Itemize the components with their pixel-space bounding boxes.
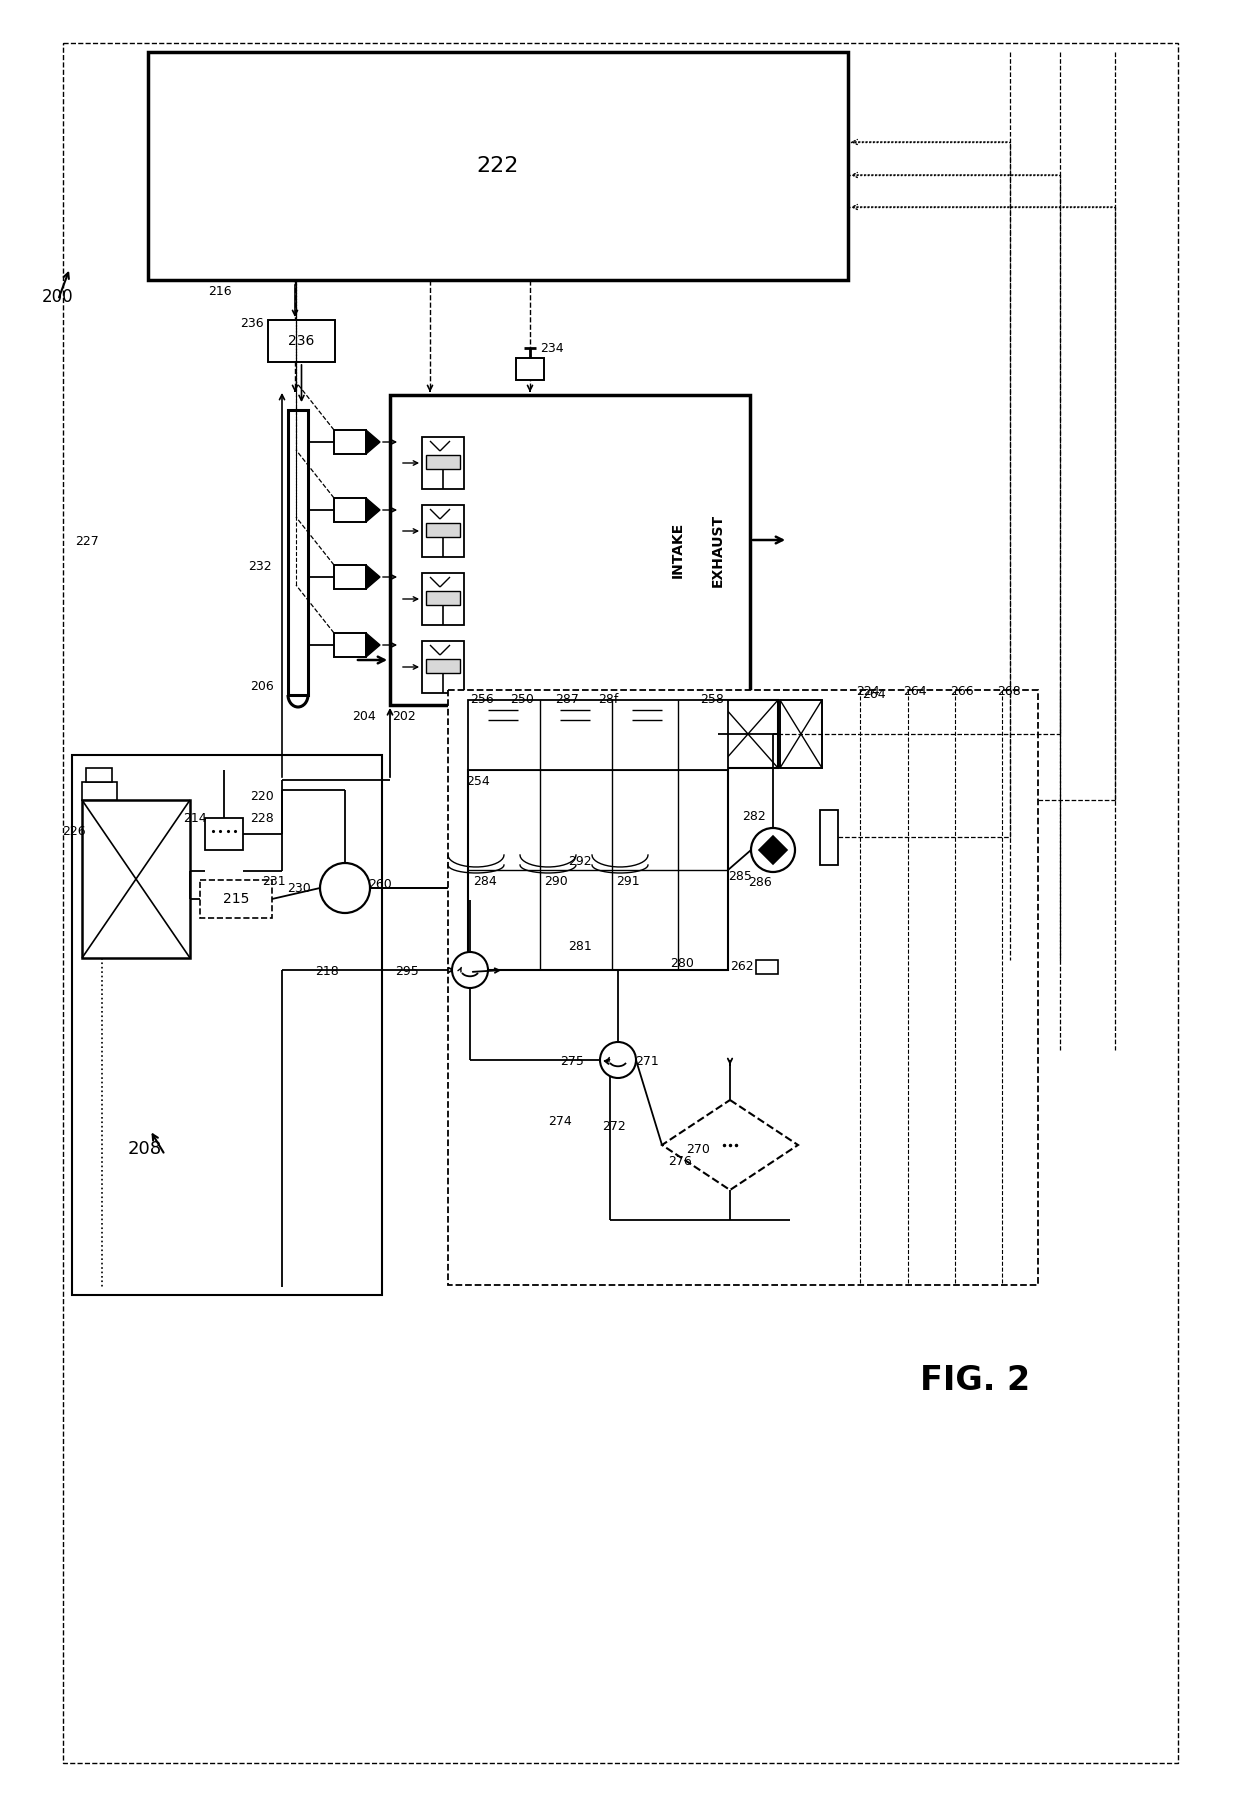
Polygon shape [662, 1099, 799, 1190]
Polygon shape [759, 836, 787, 865]
Bar [448, 690, 1038, 1285]
Text: 256: 256 [470, 692, 494, 707]
Text: 254: 254 [466, 776, 490, 789]
Bar [467, 770, 728, 970]
Text: 208: 208 [128, 1139, 162, 1157]
Text: 264: 264 [862, 689, 885, 701]
Text: 258: 258 [701, 692, 724, 707]
Text: 28f: 28f [598, 692, 619, 707]
Text: 275: 275 [560, 1056, 584, 1068]
Text: 206: 206 [250, 680, 274, 692]
Text: 284: 284 [472, 876, 497, 889]
Bar [148, 53, 848, 280]
Text: 234: 234 [539, 342, 564, 354]
Text: 200: 200 [42, 289, 73, 305]
Text: 214: 214 [184, 812, 207, 825]
Text: 282: 282 [742, 810, 766, 823]
Circle shape [320, 863, 370, 912]
Text: 285: 285 [728, 870, 751, 883]
Text: 222: 222 [477, 156, 520, 176]
Circle shape [453, 952, 489, 988]
Text: 281: 281 [568, 939, 591, 952]
Text: 295: 295 [396, 965, 419, 978]
Polygon shape [366, 565, 379, 589]
Text: 228: 228 [250, 812, 274, 825]
Bar [427, 591, 460, 605]
Bar [82, 799, 190, 958]
Text: 231: 231 [262, 876, 285, 889]
Text: 220: 220 [250, 790, 274, 803]
Text: 236: 236 [241, 316, 264, 331]
Text: 232: 232 [248, 560, 272, 572]
Text: 250: 250 [510, 692, 534, 707]
Bar [200, 879, 272, 918]
Text: INTAKE: INTAKE [671, 521, 684, 578]
Bar [72, 756, 382, 1296]
Bar [334, 498, 366, 521]
Bar [422, 572, 464, 625]
Text: 274: 274 [548, 1116, 572, 1128]
Text: 292: 292 [568, 856, 591, 869]
Text: 226: 226 [62, 825, 86, 838]
Bar [427, 454, 460, 469]
Bar [63, 44, 1178, 1762]
Text: 224: 224 [856, 685, 879, 698]
Text: 218: 218 [315, 965, 339, 978]
Bar [205, 818, 243, 850]
Bar [391, 394, 750, 705]
Bar [422, 438, 464, 489]
Bar [427, 660, 460, 672]
Text: 290: 290 [544, 876, 568, 889]
Text: 276: 276 [668, 1156, 692, 1168]
Text: 216: 216 [208, 285, 232, 298]
Text: 202: 202 [392, 710, 415, 723]
Bar [334, 565, 366, 589]
Text: 270: 270 [686, 1143, 709, 1156]
Text: 287: 287 [556, 692, 579, 707]
Text: 264: 264 [903, 685, 926, 698]
Text: 272: 272 [601, 1119, 626, 1134]
Text: 260: 260 [368, 878, 392, 890]
Bar [82, 781, 117, 799]
Bar [334, 632, 366, 658]
Text: EXHAUST: EXHAUST [711, 514, 725, 587]
Circle shape [751, 829, 795, 872]
Bar [427, 523, 460, 538]
Bar [756, 959, 777, 974]
Polygon shape [366, 431, 379, 454]
Text: 286: 286 [748, 876, 771, 889]
Bar [86, 769, 112, 781]
Text: 280: 280 [670, 958, 694, 970]
Text: 230: 230 [286, 881, 311, 896]
Bar [288, 411, 308, 694]
Bar [334, 431, 366, 454]
Text: 271: 271 [635, 1056, 658, 1068]
Bar [780, 700, 822, 769]
Text: 215: 215 [223, 892, 249, 907]
Text: 266: 266 [950, 685, 973, 698]
Bar [820, 810, 838, 865]
Bar [516, 358, 544, 380]
Text: 204: 204 [352, 710, 376, 723]
Text: 236: 236 [289, 334, 315, 349]
Polygon shape [366, 632, 379, 658]
Bar [422, 505, 464, 558]
Bar [268, 320, 335, 362]
Text: 291: 291 [616, 876, 640, 889]
Text: FIG. 2: FIG. 2 [920, 1363, 1030, 1397]
Text: 262: 262 [730, 959, 754, 972]
Bar [718, 700, 777, 769]
Bar [467, 700, 728, 770]
Polygon shape [366, 498, 379, 521]
Text: 268: 268 [997, 685, 1021, 698]
Bar [422, 641, 464, 692]
Text: 227: 227 [74, 534, 99, 549]
Circle shape [600, 1041, 636, 1077]
